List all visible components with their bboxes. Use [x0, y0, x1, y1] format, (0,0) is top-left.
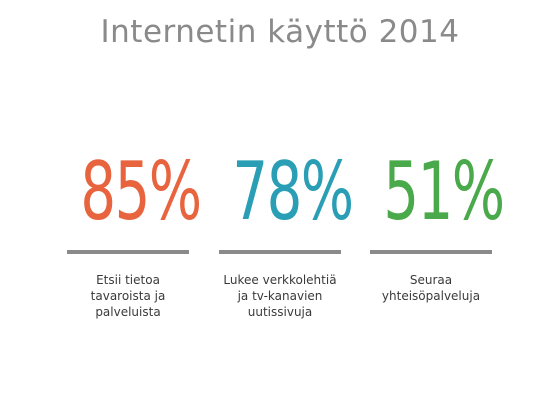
- divider: [370, 250, 492, 254]
- stat-percent: 78%: [232, 145, 354, 238]
- divider: [219, 250, 341, 254]
- stat-block-social: 51% Seuraa yhteisöpalveluja: [370, 145, 505, 303]
- stat-percent: 85%: [80, 145, 202, 238]
- stat-caption: Lukee verkkolehtiä ja tv-kanavien uutiss…: [223, 273, 337, 319]
- page-title: Internetin käyttö 2014: [100, 14, 460, 50]
- stat-block-news: 78% Lukee verkkolehtiä ja tv-kanavien uu…: [219, 145, 354, 319]
- stat-percent: 51%: [383, 145, 505, 238]
- stat-block-search: 85% Etsii tietoa tavaroista ja palveluis…: [67, 145, 202, 319]
- stat-caption: Etsii tietoa tavaroista ja palveluista: [90, 273, 166, 319]
- divider: [67, 250, 189, 254]
- stat-caption: Seuraa yhteisöpalveluja: [381, 273, 481, 303]
